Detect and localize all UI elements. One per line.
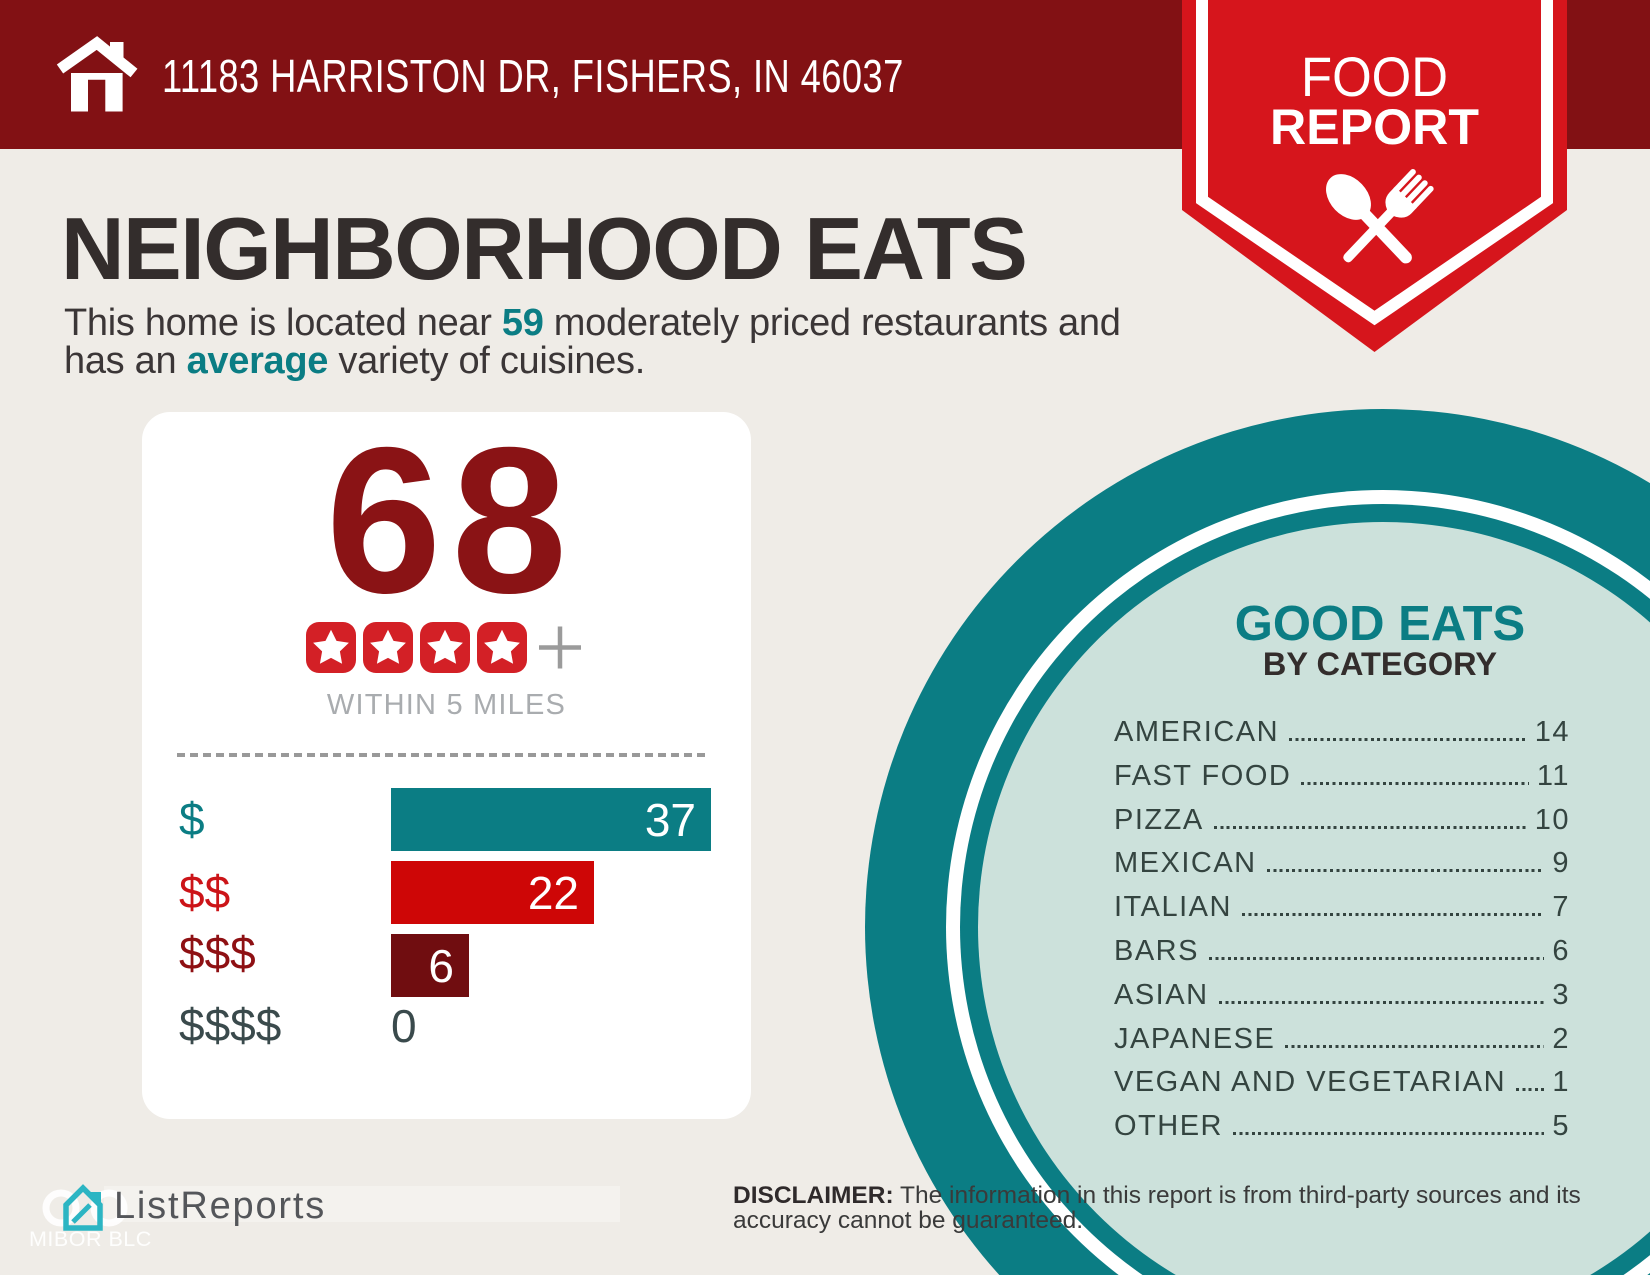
- svg-text:REPORT: REPORT: [1270, 99, 1479, 155]
- svg-text:FOOD: FOOD: [1301, 45, 1448, 108]
